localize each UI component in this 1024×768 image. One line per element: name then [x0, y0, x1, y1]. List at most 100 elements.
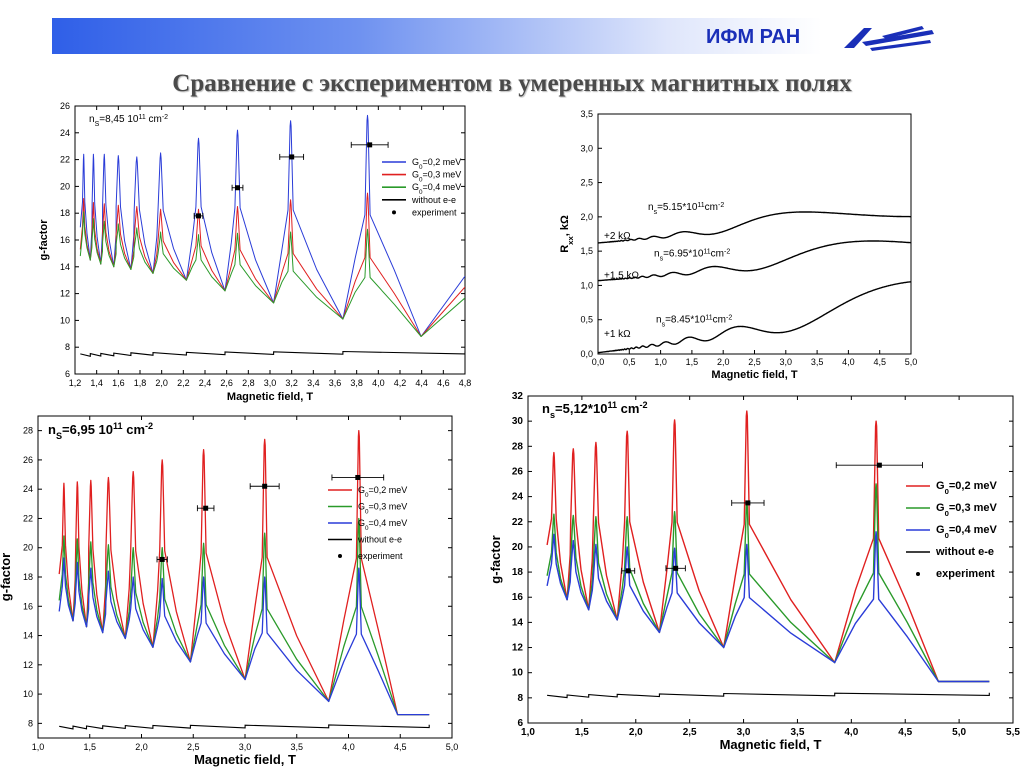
experiment-point — [745, 500, 751, 506]
legend-entry: G0=0,4 meV — [936, 524, 998, 540]
y-tick-label: 28 — [23, 426, 33, 436]
legend-entry: without e-e — [935, 546, 994, 558]
series-line-2 — [546, 483, 990, 683]
legend-entry: experiment — [358, 551, 403, 561]
x-tick-label: 4,0 — [342, 742, 355, 752]
x-tick-label: 2,8 — [242, 378, 255, 388]
x-tick-label: 5,5 — [1006, 727, 1020, 738]
y-tick-label: 22 — [60, 155, 70, 165]
legend-entry: experiment — [936, 568, 995, 580]
x-tick-label: 1,8 — [134, 378, 147, 388]
x-tick-label: 2,4 — [199, 378, 212, 388]
y-tick-label: 26 — [512, 466, 524, 477]
chart-ns-512: 1,0 1,5 2,0 2,5 3,0 3,5 4,0 4,5 5,0 5,5 6 8 10 12 14 16… — [488, 391, 1020, 752]
x-tick-label: 4,2 — [394, 378, 407, 388]
series-line-3 — [58, 557, 430, 716]
x-tick-label: 1,0 — [521, 727, 535, 738]
y-tick-label: 2,0 — [580, 212, 593, 222]
rxx-curve-2 — [598, 240, 911, 282]
x-tick-label: 2,6 — [220, 378, 233, 388]
y-tick-label: 18 — [23, 572, 33, 582]
series-line-3 — [546, 531, 990, 683]
y-tick-label: 16 — [23, 601, 33, 611]
experiment-point — [203, 505, 209, 511]
curves-group — [58, 429, 430, 730]
x-tick-label: 1,0 — [654, 357, 667, 367]
y-tick-label: 10 — [512, 668, 524, 679]
experiment-point — [367, 142, 373, 148]
experiment-point — [625, 568, 631, 574]
density-label: ns=6.95*1011cm-2 — [654, 248, 730, 262]
x-tick-label: 3,2 — [285, 378, 298, 388]
y-axis-label: g-factor — [488, 535, 503, 583]
legend-entry: G0=0,2 meV — [412, 157, 461, 171]
x-tick-label: 3,4 — [307, 378, 320, 388]
y-tick-label: 16 — [60, 235, 70, 245]
legend-entry: G0=0,3 meV — [358, 502, 407, 516]
y-tick-label: 10 — [60, 315, 70, 325]
density-label: ns=5,12*1011 cm-2 — [542, 400, 648, 420]
y-tick-label: 26 — [23, 455, 33, 465]
x-tick-label: 2,0 — [135, 742, 148, 752]
experiment-point — [876, 462, 882, 468]
legend-marker — [916, 572, 920, 576]
without-ee-line — [547, 692, 990, 699]
institute-name: ИФМ РАН — [706, 26, 801, 48]
x-tick-label: 4,4 — [415, 378, 428, 388]
x-tick-label: 3,5 — [790, 727, 804, 738]
y-tick-label: 0,0 — [580, 349, 593, 359]
experiment-point — [196, 213, 201, 219]
y-axis-label: Rxx, kΩ — [559, 215, 575, 253]
density-label: nS=6,95 1011 cm-2 — [48, 421, 153, 441]
slide-title: Сравнение с экспериментом в умеренных ма… — [172, 70, 852, 97]
y-tick-label: 12 — [23, 660, 33, 670]
x-tick-label: 4,0 — [372, 378, 385, 388]
curves-group — [79, 114, 465, 357]
x-tick-label: 2,0 — [629, 727, 643, 738]
y-tick-label: 18 — [60, 208, 70, 218]
y-tick-label: 6 — [65, 369, 70, 379]
header-banner — [52, 18, 822, 54]
experiment-point — [673, 565, 679, 571]
x-tick-label: 4,5 — [394, 742, 407, 752]
series-line-1 — [58, 429, 430, 716]
legend-marker — [392, 210, 396, 215]
y-tick-label: 32 — [512, 391, 524, 402]
legend-entry: G0=0,4 meV — [358, 518, 407, 532]
x-tick-label: 2,0 — [717, 357, 730, 367]
legend-entry: experiment — [412, 207, 457, 217]
x-tick-label: 1,4 — [90, 378, 103, 388]
x-tick-label: 2,5 — [683, 727, 697, 738]
x-tick-label: 5,0 — [446, 742, 459, 752]
series-line-1 — [79, 114, 465, 337]
institute-logo-icon — [844, 26, 934, 51]
y-tick-label: 22 — [512, 517, 524, 528]
y-tick-label: 3,0 — [580, 143, 593, 153]
x-tick-label: 1,6 — [112, 378, 125, 388]
y-tick-label: 28 — [512, 441, 524, 452]
legend-entry: G0=0,3 meV — [412, 170, 461, 184]
y-axis-label: g-factor — [0, 553, 13, 601]
x-tick-label: 2,0 — [155, 378, 168, 388]
y-tick-label: 8 — [65, 342, 70, 352]
x-axis-label: Magnetic field, T — [711, 369, 797, 381]
y-tick-label: 22 — [23, 513, 33, 523]
y-tick-label: 2,5 — [580, 178, 593, 188]
rxx-curve-3 — [598, 281, 911, 354]
series-line-2 — [79, 192, 465, 337]
chart-ns-845: 1,2 1,4 1,6 1,8 2,0 2,2 2,4 2,6 2,8 3,0 3,2 3,4 3,6 3… — [38, 101, 472, 403]
x-tick-label: 4,0 — [842, 357, 855, 367]
y-tick-label: 1,5 — [580, 246, 593, 256]
curves-group — [546, 410, 990, 699]
x-tick-label: 4,8 — [459, 378, 472, 388]
y-tick-label: 24 — [512, 492, 524, 503]
x-tick-label: 4,6 — [437, 378, 450, 388]
y-tick-label: 24 — [60, 128, 70, 138]
x-tick-label: 4,0 — [844, 727, 858, 738]
y-tick-label: 20 — [23, 543, 33, 553]
x-tick-label: 5,0 — [952, 727, 966, 738]
legend-entry: G0=0,4 meV — [412, 182, 461, 196]
y-tick-label: 12 — [60, 289, 70, 299]
legend-entry: G0=0,3 meV — [936, 502, 998, 518]
x-tick-label: 3,8 — [350, 378, 363, 388]
